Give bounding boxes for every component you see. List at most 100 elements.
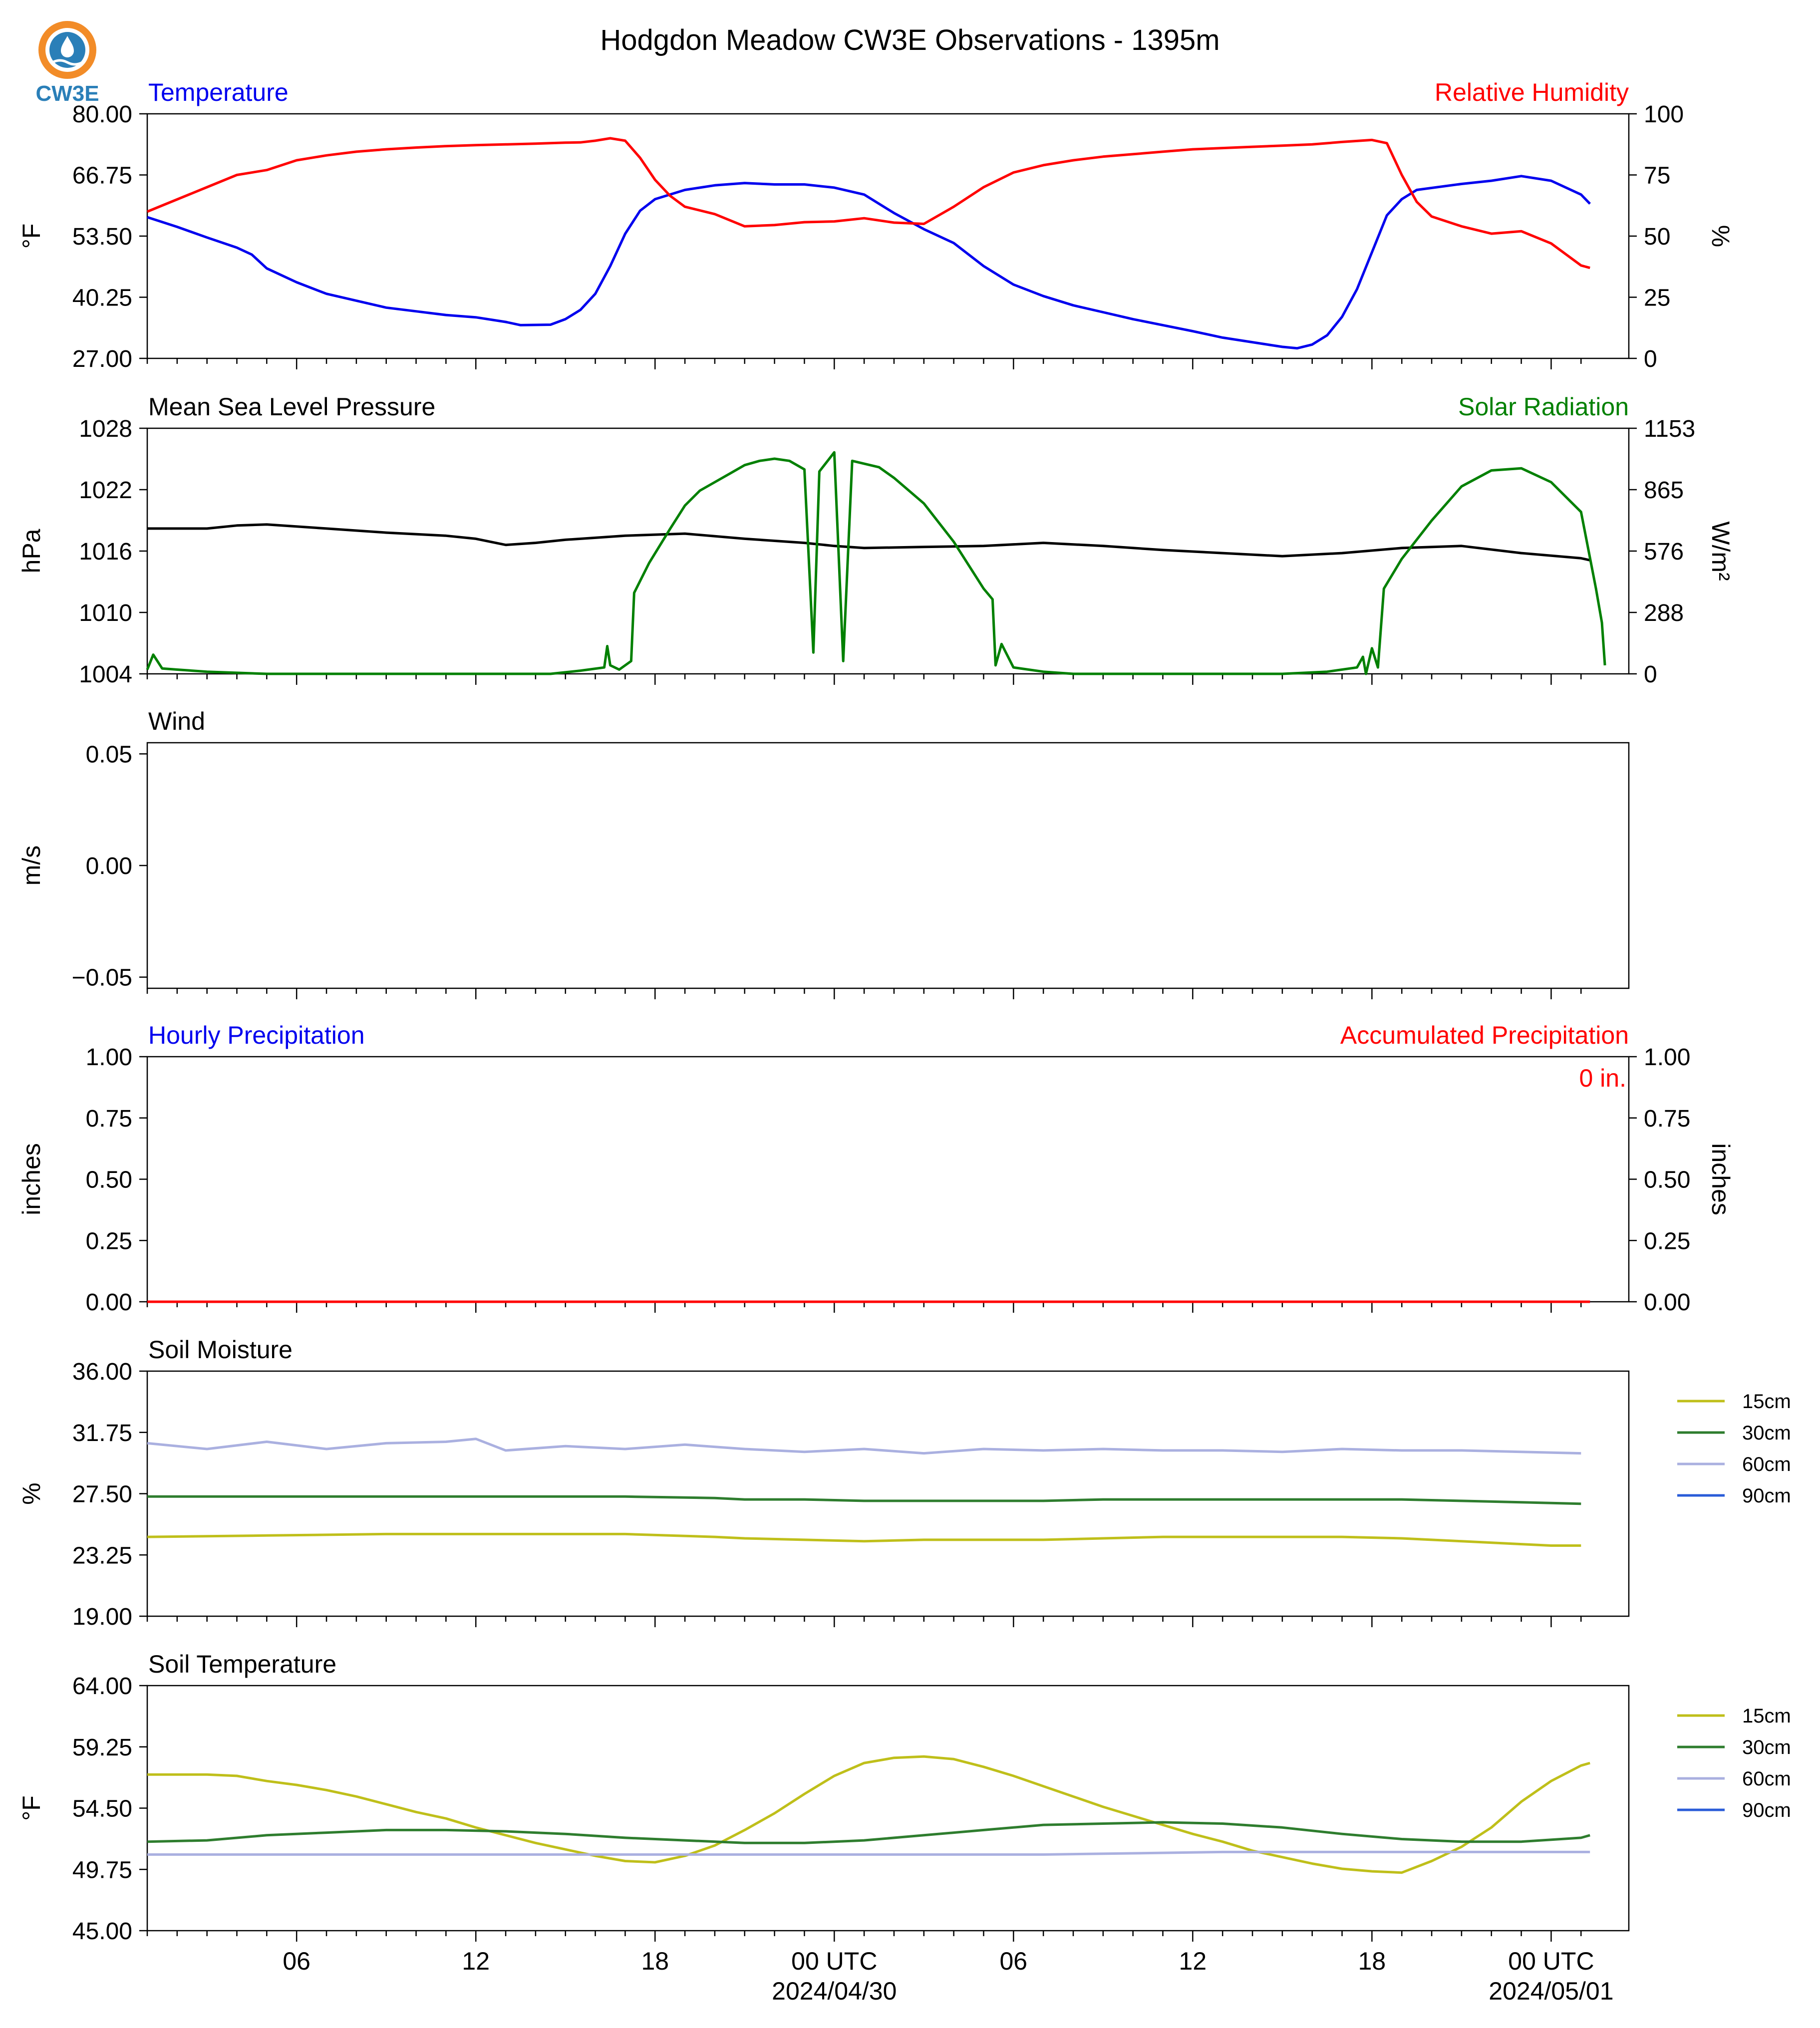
y-axis-label: m/s	[17, 846, 45, 886]
y-tick-label: 64.00	[72, 1673, 132, 1700]
legend-label: 90cm	[1742, 1799, 1791, 1821]
y-tick-label: 80.00	[72, 101, 132, 128]
y-tick-label: 0.05	[86, 741, 132, 768]
y2-tick-label: 576	[1644, 539, 1684, 565]
legend-label: 60cm	[1742, 1768, 1791, 1790]
x-date-label: 2024/05/01	[1489, 1977, 1613, 2005]
panel-pressure: Mean Sea Level Pressure Solar Radiation 10…	[17, 393, 1735, 688]
y2-axis-label: inches	[1707, 1143, 1735, 1215]
legend-label: 30cm	[1742, 1422, 1791, 1444]
panel-temperature: Temperature Relative Humidity 80.00 66.75 53…	[17, 78, 1735, 372]
logo-text: CW3E	[35, 81, 99, 105]
series-line-temperature	[147, 175, 1591, 350]
y-tick-label: 1010	[79, 600, 132, 626]
y-tick-label: 27.50	[72, 1481, 132, 1508]
x-tick-label: 18	[1358, 1947, 1386, 1975]
panel-left-title: Temperature	[148, 78, 289, 106]
y-axis-label: inches	[17, 1143, 45, 1215]
panel-wind: Wind 0.05 0.00 −0.05 m/s	[17, 707, 1630, 999]
y2-tick-label: 0	[1644, 661, 1657, 688]
y2-tick-label: 0	[1644, 346, 1657, 372]
y-tick-label: 66.75	[72, 163, 132, 189]
figure-title: Hodgdon Meadow CW3E Observations - 1395m	[600, 24, 1219, 56]
x-date-label: 2024/04/30	[772, 1977, 897, 2005]
series-line-30cm	[147, 1821, 1590, 1844]
series-line-15cm	[147, 1532, 1581, 1547]
series-line-relative-humidity	[147, 137, 1590, 270]
y-tick-label: 1028	[79, 416, 132, 442]
x-tick-label: 06	[283, 1947, 310, 1975]
panel-precip: Hourly Precipitation Accumulated Precipit…	[17, 1021, 1735, 1316]
x-tick-label: 06	[1000, 1947, 1028, 1975]
y-tick-label: 45.00	[72, 1918, 132, 1945]
y-axis-label: °F	[17, 1795, 45, 1821]
y-tick-label: 0.00	[86, 1289, 132, 1316]
y-tick-label: 1022	[79, 477, 132, 504]
x-tick-label: 12	[462, 1947, 490, 1975]
y-tick-label: 0.50	[86, 1167, 132, 1193]
y-axis-label: hPa	[17, 529, 45, 573]
y2-tick-label: 0.00	[1644, 1289, 1690, 1316]
panel-soil-temp: Soil Temperature 64.00 59.25 54.50 49.75 45.0…	[17, 1650, 1791, 2005]
y2-tick-label: 0.75	[1644, 1106, 1690, 1132]
y-tick-label: 49.75	[72, 1857, 132, 1883]
series-line-15cm	[147, 1755, 1590, 1874]
panel-right-title: Accumulated Precipitation	[1340, 1021, 1629, 1049]
legend-label: 15cm	[1742, 1705, 1791, 1727]
x-tick-label: 00 UTC	[791, 1947, 877, 1975]
y-tick-label: 27.00	[72, 346, 132, 372]
panel-left-title: Hourly Precipitation	[148, 1021, 365, 1049]
panel-right-title: Relative Humidity	[1435, 78, 1629, 106]
y-tick-label: 1.00	[86, 1044, 132, 1071]
y-tick-label: 0.25	[86, 1228, 132, 1254]
y-tick-label: 1016	[79, 539, 132, 565]
x-tick-label: 12	[1179, 1947, 1207, 1975]
panel-left-title: Wind	[148, 707, 205, 735]
y-axis-label: °F	[17, 224, 45, 249]
y-tick-label: −0.05	[72, 965, 132, 991]
y-tick-label: 54.50	[72, 1796, 132, 1822]
series-line-30cm	[147, 1495, 1581, 1505]
panel-right-title: Solar Radiation	[1458, 393, 1629, 421]
legend-label: 30cm	[1742, 1737, 1791, 1758]
y2-tick-label: 1153	[1644, 416, 1695, 442]
panel-left-title: Soil Temperature	[148, 1650, 336, 1678]
legend: 15cm 30cm 60cm 90cm	[1677, 1391, 1791, 1507]
y-tick-label: 36.00	[72, 1359, 132, 1385]
y-tick-label: 53.50	[72, 224, 132, 250]
y-tick-label: 31.75	[72, 1420, 132, 1447]
y2-tick-label: 288	[1644, 600, 1684, 626]
y-axis-label: %	[17, 1482, 45, 1504]
y2-tick-label: 100	[1644, 101, 1684, 128]
legend-label: 60cm	[1742, 1453, 1791, 1475]
y-tick-label: 0.75	[86, 1106, 132, 1132]
y2-tick-label: 0.50	[1644, 1167, 1690, 1193]
y-tick-label: 19.00	[72, 1604, 132, 1630]
y2-axis-label: W/m²	[1707, 521, 1735, 580]
series-line-60cm	[147, 1438, 1581, 1455]
y-tick-label: 0.00	[86, 853, 132, 879]
y2-axis-label: %	[1707, 225, 1735, 247]
cw3e-logo: CW3E	[35, 21, 99, 105]
legend-label: 90cm	[1742, 1485, 1791, 1507]
panel-left-title: Soil Moisture	[148, 1336, 293, 1364]
legend: 15cm 30cm 60cm 90cm	[1677, 1705, 1791, 1821]
x-tick-label: 00 UTC	[1508, 1947, 1594, 1975]
x-tick-label: 18	[641, 1947, 669, 1975]
accumulated-total-label: 0 in.	[1579, 1064, 1626, 1092]
y2-tick-label: 50	[1644, 224, 1670, 250]
y-tick-label: 40.25	[72, 285, 132, 311]
y-tick-label: 1004	[79, 661, 132, 688]
panel-left-title: Mean Sea Level Pressure	[148, 393, 435, 421]
y2-tick-label: 865	[1644, 477, 1684, 504]
panel-soil-moisture: Soil Moisture 36.00 31.75 27.50 23.25 19.00% 1…	[17, 1336, 1791, 1630]
y2-tick-label: 75	[1644, 163, 1670, 189]
series-line-solar-radiation	[146, 451, 1606, 675]
y2-tick-label: 1.00	[1644, 1044, 1690, 1071]
logo-drop-icon	[61, 36, 74, 57]
y-tick-label: 23.25	[72, 1542, 132, 1569]
series-line-60cm	[147, 1850, 1590, 1856]
y2-tick-label: 0.25	[1644, 1228, 1690, 1254]
legend-label: 15cm	[1742, 1391, 1791, 1413]
